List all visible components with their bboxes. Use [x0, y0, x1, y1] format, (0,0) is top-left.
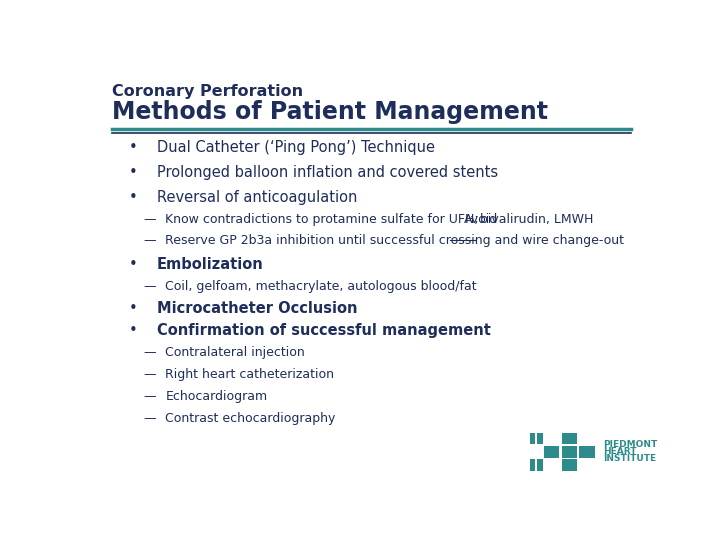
Text: Coil, gelfoam, methacrylate, autologous blood/fat: Coil, gelfoam, methacrylate, autologous … — [166, 280, 477, 293]
Bar — [580, 446, 595, 458]
Text: —: — — [143, 280, 156, 293]
Bar — [562, 433, 577, 444]
Text: HEART: HEART — [603, 447, 637, 456]
Text: Reversal of anticoagulation: Reversal of anticoagulation — [157, 191, 357, 205]
Text: Right heart catheterization: Right heart catheterization — [166, 368, 334, 381]
Bar — [537, 433, 543, 444]
Text: •: • — [129, 301, 138, 315]
Bar — [562, 460, 577, 471]
Bar — [562, 446, 577, 458]
Text: •: • — [129, 323, 138, 339]
Text: Microcatheter Occlusion: Microcatheter Occlusion — [157, 301, 357, 315]
Text: Confirmation of successful management: Confirmation of successful management — [157, 323, 491, 339]
Text: INSTITUTE: INSTITUTE — [603, 454, 657, 463]
Text: —: — — [143, 346, 156, 359]
Text: Embolization: Embolization — [157, 257, 264, 272]
Text: •: • — [129, 165, 138, 180]
Text: —: — — [143, 234, 156, 247]
Text: Avoid: Avoid — [464, 213, 498, 226]
Text: —: — — [143, 390, 156, 403]
Text: —: — — [143, 368, 156, 381]
Text: —: — — [143, 411, 156, 425]
Text: —: — — [143, 213, 156, 226]
Text: Know contradictions to protamine sulfate for UFH;: Know contradictions to protamine sulfate… — [166, 213, 483, 226]
Text: Contralateral injection: Contralateral injection — [166, 346, 305, 359]
Bar — [537, 460, 543, 471]
Bar — [544, 446, 559, 458]
Text: •: • — [129, 191, 138, 205]
Text: Echocardiogram: Echocardiogram — [166, 390, 267, 403]
Text: Coronary Perforation: Coronary Perforation — [112, 84, 303, 98]
Text: Contrast echocardiography: Contrast echocardiography — [166, 411, 336, 425]
Text: PIEDMONT: PIEDMONT — [603, 440, 657, 449]
Text: Dual Catheter (‘Ping Pong’) Technique: Dual Catheter (‘Ping Pong’) Technique — [157, 140, 435, 156]
Text: •: • — [129, 140, 138, 156]
Bar — [530, 460, 536, 471]
Text: •: • — [129, 257, 138, 272]
Text: Reserve GP 2b3a inhibition until successful crossing and wire change-out: Reserve GP 2b3a inhibition until success… — [166, 234, 624, 247]
Text: bivalirudin, LMWH: bivalirudin, LMWH — [477, 213, 594, 226]
Text: Methods of Patient Management: Methods of Patient Management — [112, 100, 549, 124]
Text: Prolonged balloon inflation and covered stents: Prolonged balloon inflation and covered … — [157, 165, 498, 180]
Bar — [530, 433, 536, 444]
